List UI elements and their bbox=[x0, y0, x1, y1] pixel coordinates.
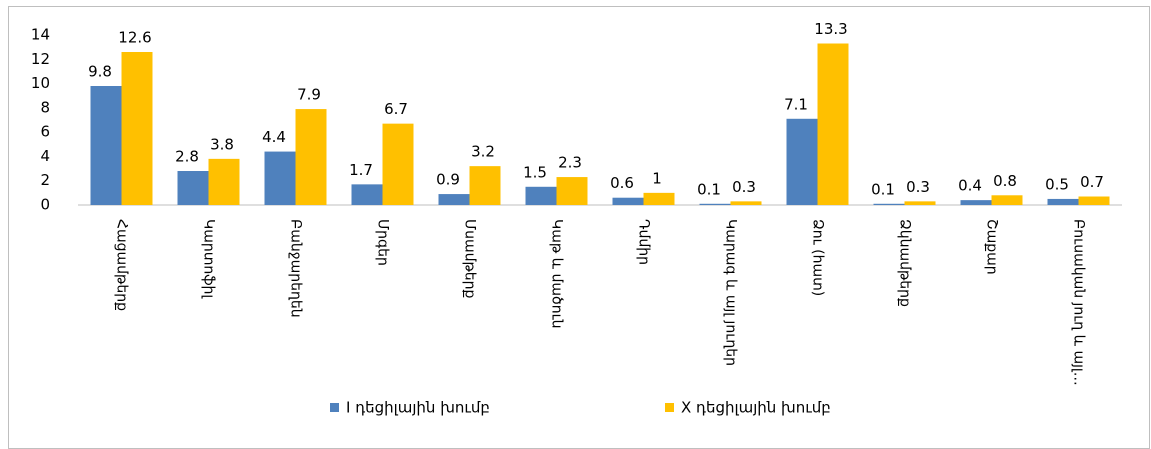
y-tick-label: 4 bbox=[40, 147, 50, 165]
x-tick-label: Ձու (հատ) bbox=[810, 219, 826, 296]
bar bbox=[1047, 198, 1079, 205]
bar bbox=[612, 197, 644, 205]
bar bbox=[208, 158, 240, 205]
data-label: 0.4 bbox=[958, 177, 982, 195]
bar bbox=[904, 201, 936, 205]
data-label: 0.5 bbox=[1045, 175, 1069, 193]
bar bbox=[295, 109, 327, 205]
data-label: 3.8 bbox=[210, 135, 234, 153]
bar bbox=[786, 118, 818, 205]
data-label: 0.3 bbox=[906, 178, 930, 196]
legend-label: I դեցիլային խումբ bbox=[346, 399, 490, 417]
x-tick-label: Մսամթերք bbox=[462, 219, 478, 299]
data-label: 0.3 bbox=[732, 178, 756, 196]
bar bbox=[177, 171, 209, 205]
x-tick-label: Ձկնամթերք bbox=[897, 219, 913, 307]
x-tick-label: Բանջարեղեն bbox=[288, 219, 304, 318]
bar bbox=[643, 192, 675, 205]
legend-swatch bbox=[330, 403, 339, 412]
data-label: 6.7 bbox=[384, 100, 408, 118]
data-label: 0.8 bbox=[993, 172, 1017, 190]
data-label: 1.7 bbox=[349, 161, 373, 179]
x-tick-label: Բուսական յուղ և այլ… bbox=[1071, 219, 1087, 386]
bar bbox=[991, 195, 1023, 205]
data-label: 0.1 bbox=[871, 180, 895, 198]
bar bbox=[817, 43, 849, 205]
bar bbox=[438, 194, 470, 205]
x-tick-label: Դմմիր bbox=[636, 219, 652, 265]
bar bbox=[90, 86, 122, 205]
data-label: 13.3 bbox=[814, 20, 847, 38]
y-tick-label: 6 bbox=[40, 123, 50, 141]
bar bbox=[469, 166, 501, 205]
bar bbox=[1078, 196, 1110, 205]
bar bbox=[730, 201, 762, 205]
data-label: 4.4 bbox=[262, 128, 286, 146]
data-label: 12.6 bbox=[118, 29, 151, 47]
bar bbox=[264, 151, 296, 205]
data-label: 2.3 bbox=[558, 154, 582, 172]
x-tick-label: Շաքար bbox=[984, 219, 1000, 275]
x-tick-label: Կարագ և այլ յուղեր bbox=[723, 219, 739, 366]
x-tick-label: Մրգեր bbox=[375, 219, 391, 266]
data-label: 0.9 bbox=[436, 171, 460, 189]
bar bbox=[873, 203, 905, 205]
x-tick-label: Կարտոֆիլ bbox=[201, 219, 217, 299]
bar bbox=[382, 123, 414, 205]
data-label: 0.6 bbox=[610, 174, 634, 192]
bar bbox=[556, 177, 588, 205]
legend-label: X դեցիլային խումբ bbox=[681, 399, 831, 417]
x-tick-label: Կաթ և մածուն bbox=[549, 219, 565, 329]
y-tick-label: 12 bbox=[31, 50, 50, 68]
legend-swatch bbox=[665, 403, 674, 412]
data-label: 0.1 bbox=[697, 180, 721, 198]
bar bbox=[351, 184, 383, 205]
data-label: 7.1 bbox=[784, 95, 808, 113]
bar bbox=[699, 203, 731, 205]
y-tick-label: 2 bbox=[40, 171, 50, 189]
data-label: 7.9 bbox=[297, 86, 321, 104]
y-tick-label: 8 bbox=[40, 98, 50, 116]
y-tick-label: 14 bbox=[31, 26, 50, 44]
data-label: 2.8 bbox=[175, 148, 199, 166]
bar bbox=[121, 52, 153, 205]
y-tick-label: 10 bbox=[31, 74, 50, 92]
data-label: 3.2 bbox=[471, 143, 495, 161]
data-label: 1 bbox=[652, 169, 662, 187]
bar bbox=[960, 200, 992, 205]
data-label: 1.5 bbox=[523, 163, 547, 181]
data-label: 9.8 bbox=[88, 63, 112, 81]
y-tick-label: 0 bbox=[40, 196, 50, 214]
data-label: 0.7 bbox=[1080, 173, 1104, 191]
chart-frame bbox=[8, 6, 1150, 449]
x-tick-label: Հացամթերք bbox=[114, 219, 130, 311]
bar bbox=[525, 186, 557, 205]
